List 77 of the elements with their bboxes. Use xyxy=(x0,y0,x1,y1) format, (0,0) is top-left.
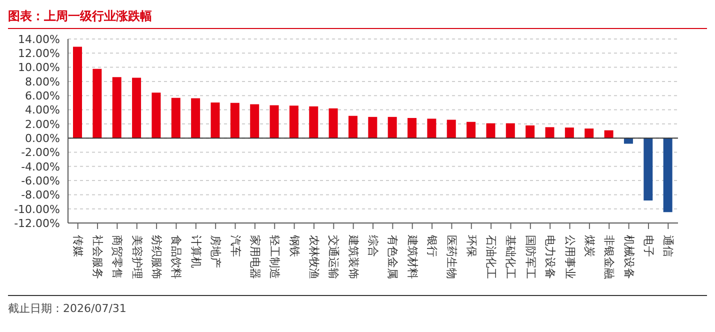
y-tick-label: 2.00% xyxy=(25,118,60,131)
x-tick-label: 商贸零售 xyxy=(110,235,124,279)
bar xyxy=(604,130,614,138)
bar xyxy=(408,118,417,138)
x-tick-label: 石油化工 xyxy=(484,235,498,279)
bar xyxy=(289,106,298,138)
bar xyxy=(92,68,102,138)
bar xyxy=(486,123,496,138)
x-tick-label: 计算机 xyxy=(189,235,202,268)
y-tick-label: -6.00% xyxy=(21,174,60,188)
x-tick-label: 建筑装饰 xyxy=(346,234,360,279)
y-tick-label: 0.00% xyxy=(25,132,60,145)
x-tick-label: 交通运输 xyxy=(327,235,340,279)
x-tick-label: 医药生物 xyxy=(445,235,458,279)
bar xyxy=(112,77,122,138)
y-tick-label: 8.00% xyxy=(25,75,60,88)
y-tick-label: 12.00% xyxy=(18,47,60,60)
bar xyxy=(584,128,594,138)
y-tick-label: 14.00% xyxy=(18,32,60,46)
x-tick-label: 钢铁 xyxy=(288,234,301,257)
x-tick-label: 综合 xyxy=(366,235,380,257)
bar xyxy=(564,128,574,138)
bar xyxy=(368,116,378,138)
x-tick-label: 通信 xyxy=(662,235,675,257)
x-tick-label: 汽车 xyxy=(228,235,242,257)
x-tick-label: 美容护理 xyxy=(130,235,144,279)
x-tick-label: 社会服务 xyxy=(91,235,104,279)
x-tick-label: 农林牧渔 xyxy=(307,235,320,279)
bar xyxy=(526,125,535,138)
bar xyxy=(427,118,436,138)
x-tick-label: 轻工制造 xyxy=(268,235,282,279)
x-tick-label: 机械设备 xyxy=(622,235,636,279)
x-tick-label: 纺织服饰 xyxy=(150,235,164,279)
x-tick-label: 煤炭 xyxy=(582,235,596,257)
bar xyxy=(644,138,653,200)
text: 截止日期：2026/07/31 xyxy=(8,301,128,316)
bar xyxy=(210,102,220,138)
bar xyxy=(230,102,240,138)
y-tick-label: 6.00% xyxy=(25,90,60,103)
bar xyxy=(73,46,82,138)
x-tick-label: 房地产 xyxy=(209,235,222,268)
x-tick-label: 有色金属 xyxy=(386,235,400,279)
bar xyxy=(466,122,476,138)
bar xyxy=(171,98,180,138)
bar xyxy=(545,127,554,138)
bar xyxy=(348,116,358,138)
y-tick-label: 10.00% xyxy=(18,61,60,74)
bar xyxy=(152,92,161,138)
x-tick-label: 电子 xyxy=(642,235,655,257)
bar xyxy=(270,105,279,138)
bar xyxy=(663,138,672,212)
x-tick-label: 基础化工 xyxy=(504,235,518,279)
x-tick-label: 建筑材料 xyxy=(406,234,419,279)
bar xyxy=(388,116,397,138)
bar xyxy=(309,106,318,138)
x-tick-label: 环保 xyxy=(464,235,478,257)
y-tick-label: -4.00% xyxy=(21,160,60,174)
y-tick-label: -2.00% xyxy=(21,146,60,160)
bar xyxy=(191,98,200,138)
y-tick-label: 4.00% xyxy=(25,104,60,117)
bar xyxy=(328,108,338,138)
x-tick-label: 传媒 xyxy=(71,235,84,257)
x-tick-label: 家用电器 xyxy=(248,235,262,279)
y-tick-label: -12.00% xyxy=(14,216,60,230)
x-tick-label: 非银金融 xyxy=(602,235,616,279)
x-tick-label: 食品饮料 xyxy=(170,235,183,279)
bar xyxy=(446,120,456,138)
x-tick-label: 国防军工 xyxy=(524,235,537,279)
x-tick-label: 银行 xyxy=(426,234,439,257)
x-tick-label: 电力设备 xyxy=(544,235,557,279)
x-tick-label: 公用事业 xyxy=(563,235,576,279)
bar xyxy=(506,123,515,138)
y-tick-label: -10.00% xyxy=(14,202,60,216)
chart-title: 图表：上周一级行业涨跌幅 xyxy=(8,8,707,29)
bar xyxy=(132,78,142,138)
y-tick-label: -8.00% xyxy=(21,188,60,202)
bar xyxy=(250,104,260,138)
